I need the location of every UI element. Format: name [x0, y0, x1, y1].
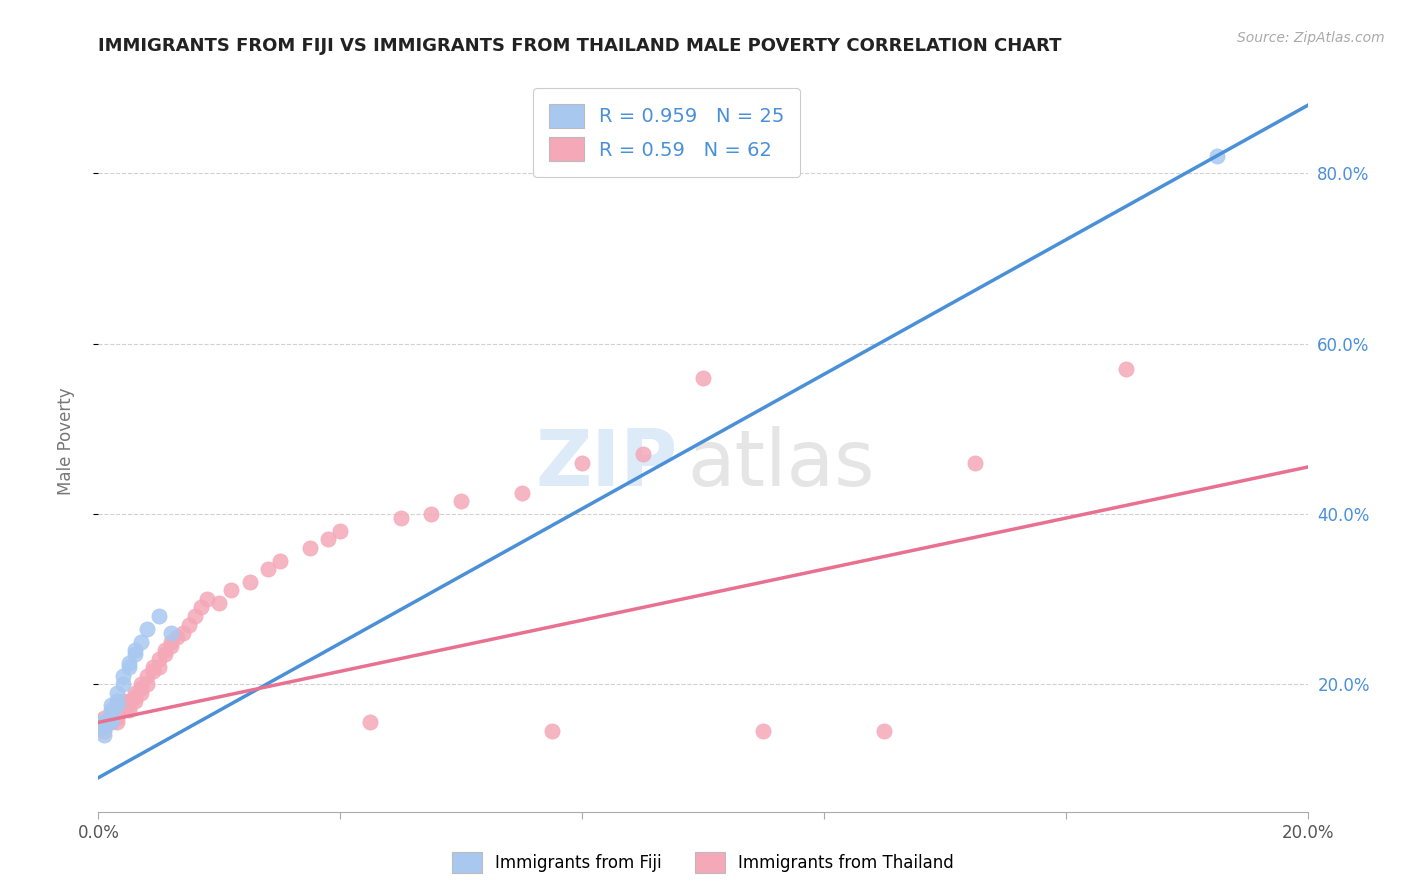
Point: [129, 677, 152, 691]
Point: [172, 626, 194, 640]
Point: [195, 591, 218, 606]
Point: [329, 524, 352, 538]
Point: [160, 626, 183, 640]
Point: [142, 665, 165, 679]
Point: [631, 447, 654, 461]
Point: [93, 715, 115, 730]
Point: [105, 685, 128, 699]
Point: [93, 720, 115, 734]
Point: [124, 643, 146, 657]
Point: [100, 715, 122, 730]
Point: [100, 698, 122, 713]
Point: [208, 596, 231, 610]
Point: [111, 703, 134, 717]
Text: Source: ZipAtlas.com: Source: ZipAtlas.com: [1237, 31, 1385, 45]
Point: [299, 541, 322, 555]
Point: [105, 711, 128, 725]
Point: [129, 681, 152, 696]
Point: [118, 656, 141, 670]
Point: [160, 639, 183, 653]
Point: [752, 723, 775, 738]
Point: [239, 574, 262, 589]
Point: [160, 634, 183, 648]
Point: [256, 562, 278, 576]
Point: [100, 711, 122, 725]
Point: [360, 715, 382, 730]
Point: [124, 690, 146, 704]
Point: [124, 685, 146, 699]
Point: [148, 609, 170, 624]
Point: [118, 698, 141, 713]
Point: [148, 660, 170, 674]
Point: [135, 668, 157, 682]
Legend: Immigrants from Fiji, Immigrants from Thailand: Immigrants from Fiji, Immigrants from Th…: [446, 846, 960, 880]
Point: [93, 715, 115, 730]
Point: [389, 511, 412, 525]
Point: [166, 630, 188, 644]
Point: [100, 706, 122, 721]
Point: [105, 698, 128, 713]
Point: [111, 694, 134, 708]
Point: [105, 698, 128, 713]
Point: [129, 685, 152, 699]
Point: [316, 533, 339, 547]
Point: [118, 703, 141, 717]
Point: [179, 617, 201, 632]
Point: [269, 554, 291, 568]
Point: [184, 609, 207, 624]
Text: IMMIGRANTS FROM FIJI VS IMMIGRANTS FROM THAILAND MALE POVERTY CORRELATION CHART: IMMIGRANTS FROM FIJI VS IMMIGRANTS FROM …: [98, 37, 1062, 54]
Point: [420, 507, 443, 521]
Point: [93, 728, 115, 742]
Point: [93, 723, 115, 738]
Y-axis label: Male Poverty: Male Poverty: [56, 388, 75, 495]
Point: [1206, 149, 1229, 163]
Point: [1115, 362, 1137, 376]
Point: [118, 660, 141, 674]
Point: [87, 715, 110, 730]
Point: [93, 711, 115, 725]
Point: [135, 622, 157, 636]
Point: [571, 456, 593, 470]
Point: [450, 494, 472, 508]
Point: [93, 715, 115, 730]
Text: atlas: atlas: [688, 425, 876, 502]
Point: [100, 711, 122, 725]
Legend: R = 0.959   N = 25, R = 0.59   N = 62: R = 0.959 N = 25, R = 0.59 N = 62: [533, 88, 800, 177]
Point: [111, 668, 134, 682]
Point: [510, 485, 533, 500]
Point: [873, 723, 896, 738]
Point: [124, 648, 146, 662]
Point: [111, 698, 134, 713]
Point: [111, 677, 134, 691]
Point: [148, 651, 170, 665]
Point: [100, 703, 122, 717]
Point: [153, 643, 176, 657]
Point: [105, 703, 128, 717]
Point: [105, 715, 128, 730]
Point: [135, 677, 157, 691]
Point: [540, 723, 562, 738]
Point: [100, 706, 122, 721]
Text: ZIP: ZIP: [536, 425, 678, 502]
Point: [965, 456, 987, 470]
Point: [100, 715, 122, 730]
Point: [142, 660, 165, 674]
Point: [129, 634, 152, 648]
Point: [124, 694, 146, 708]
Point: [190, 600, 212, 615]
Point: [692, 370, 714, 384]
Point: [105, 706, 128, 721]
Point: [87, 715, 110, 730]
Point: [105, 694, 128, 708]
Point: [153, 648, 176, 662]
Point: [93, 715, 115, 730]
Point: [221, 583, 243, 598]
Point: [118, 694, 141, 708]
Point: [100, 711, 122, 725]
